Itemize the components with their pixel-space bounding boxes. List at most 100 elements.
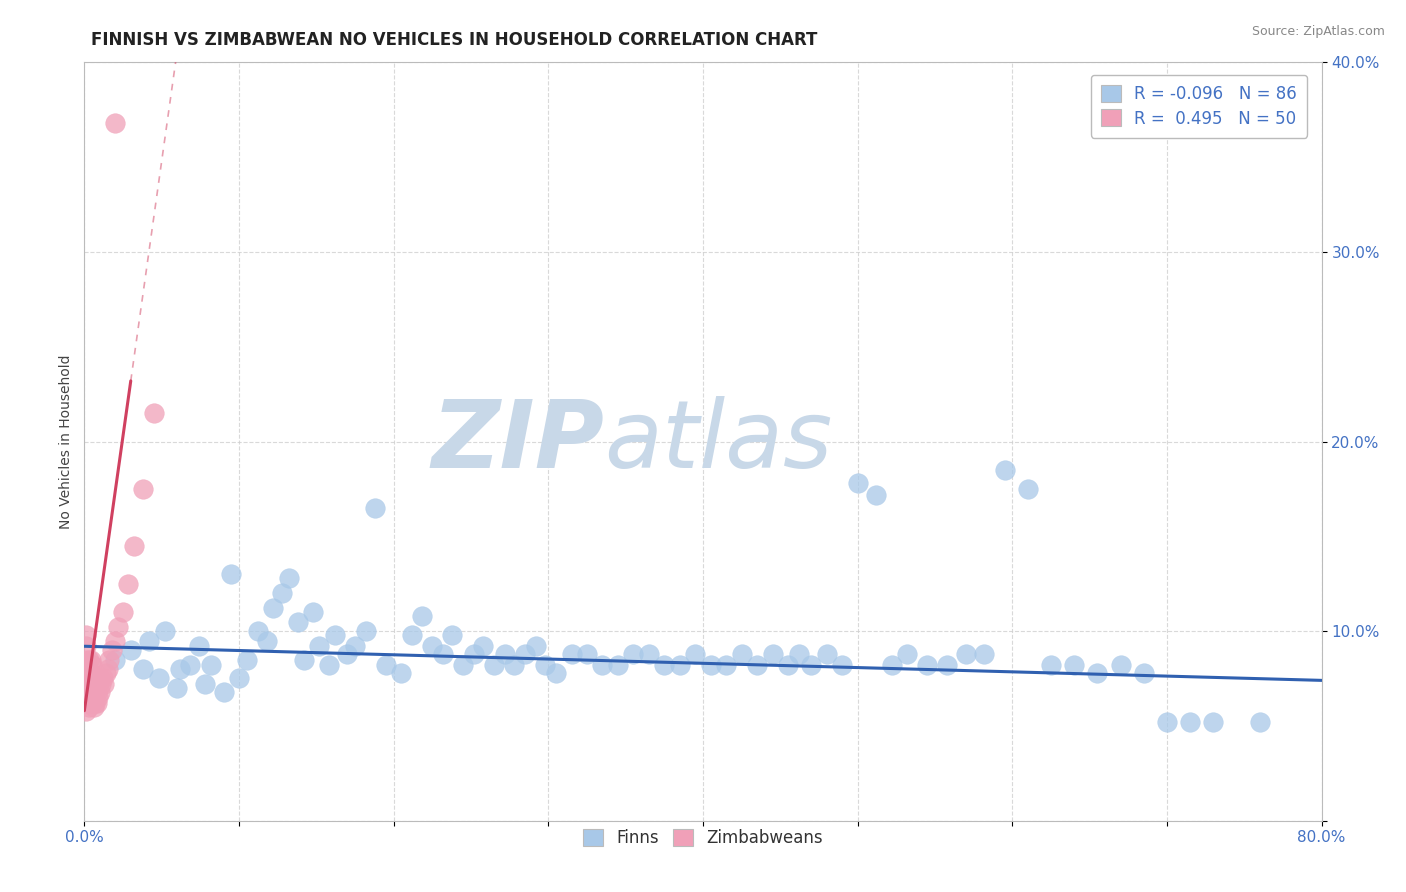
Y-axis label: No Vehicles in Household: No Vehicles in Household [59, 354, 73, 529]
Point [187, 639, 209, 653]
Point [800, 658, 823, 673]
Point [117, 576, 139, 591]
Point [75, 639, 97, 653]
Point [700, 658, 723, 673]
Point [815, 647, 838, 661]
Point [75, 677, 97, 691]
Point [79, 665, 101, 680]
Point [83, 699, 105, 714]
Point [132, 662, 155, 676]
Point [546, 665, 568, 680]
Point [90, 677, 112, 691]
Point [194, 677, 217, 691]
Point [831, 658, 853, 673]
Point [84, 696, 107, 710]
Point [82, 658, 104, 673]
Point [271, 586, 294, 600]
Point [745, 658, 768, 673]
Point [79, 690, 101, 705]
Text: ZIP: ZIP [432, 395, 605, 488]
Point [219, 567, 242, 582]
Point [637, 647, 661, 661]
Point [98, 652, 121, 666]
Point [79, 652, 101, 666]
Point [336, 647, 359, 661]
Point [652, 658, 675, 673]
Point [228, 672, 250, 686]
Point [84, 672, 107, 686]
Point [534, 658, 557, 673]
Point [1063, 658, 1085, 673]
Point [235, 652, 259, 666]
Point [77, 677, 100, 691]
Point [166, 681, 188, 695]
Point [560, 647, 583, 661]
Point [1109, 658, 1132, 673]
Point [138, 633, 160, 648]
Point [354, 624, 377, 639]
Point [1178, 715, 1201, 730]
Point [669, 658, 692, 673]
Point [76, 685, 98, 699]
Point [1249, 715, 1271, 730]
Point [212, 685, 235, 699]
Point [107, 620, 129, 634]
Point [246, 624, 269, 639]
Point [143, 406, 166, 420]
Point [96, 662, 118, 676]
Point [432, 647, 454, 661]
Point [292, 652, 315, 666]
Point [82, 672, 104, 686]
Text: atlas: atlas [605, 396, 832, 487]
Point [389, 665, 413, 680]
Point [484, 658, 506, 673]
Point [503, 658, 526, 673]
Point [77, 689, 100, 703]
Point [1133, 665, 1156, 680]
Point [606, 658, 628, 673]
Point [77, 699, 100, 714]
Point [472, 639, 495, 653]
Point [374, 658, 398, 673]
Point [524, 639, 547, 653]
Point [494, 647, 516, 661]
Point [880, 658, 903, 673]
Point [1039, 658, 1063, 673]
Point [93, 677, 115, 691]
Point [917, 658, 939, 673]
Point [86, 685, 108, 699]
Point [89, 672, 111, 686]
Point [277, 571, 299, 585]
Point [82, 685, 104, 699]
Point [86, 696, 108, 710]
Point [685, 647, 707, 661]
Point [104, 116, 127, 130]
Point [776, 658, 799, 673]
Point [1087, 665, 1109, 680]
Point [87, 690, 110, 705]
Point [77, 665, 100, 680]
Point [94, 665, 117, 680]
Point [83, 689, 105, 703]
Point [120, 643, 142, 657]
Point [77, 652, 100, 666]
Point [76, 658, 98, 673]
Point [75, 628, 97, 642]
Point [592, 658, 614, 673]
Point [91, 672, 114, 686]
Point [75, 652, 97, 666]
Point [200, 658, 222, 673]
Point [76, 672, 98, 686]
Point [731, 647, 754, 661]
Point [179, 658, 201, 673]
Point [112, 605, 135, 619]
Point [76, 696, 98, 710]
Point [343, 639, 366, 653]
Point [262, 601, 284, 615]
Point [104, 652, 127, 666]
Point [787, 647, 810, 661]
Point [576, 647, 599, 661]
Point [169, 662, 191, 676]
Point [83, 675, 105, 690]
Point [153, 624, 176, 639]
